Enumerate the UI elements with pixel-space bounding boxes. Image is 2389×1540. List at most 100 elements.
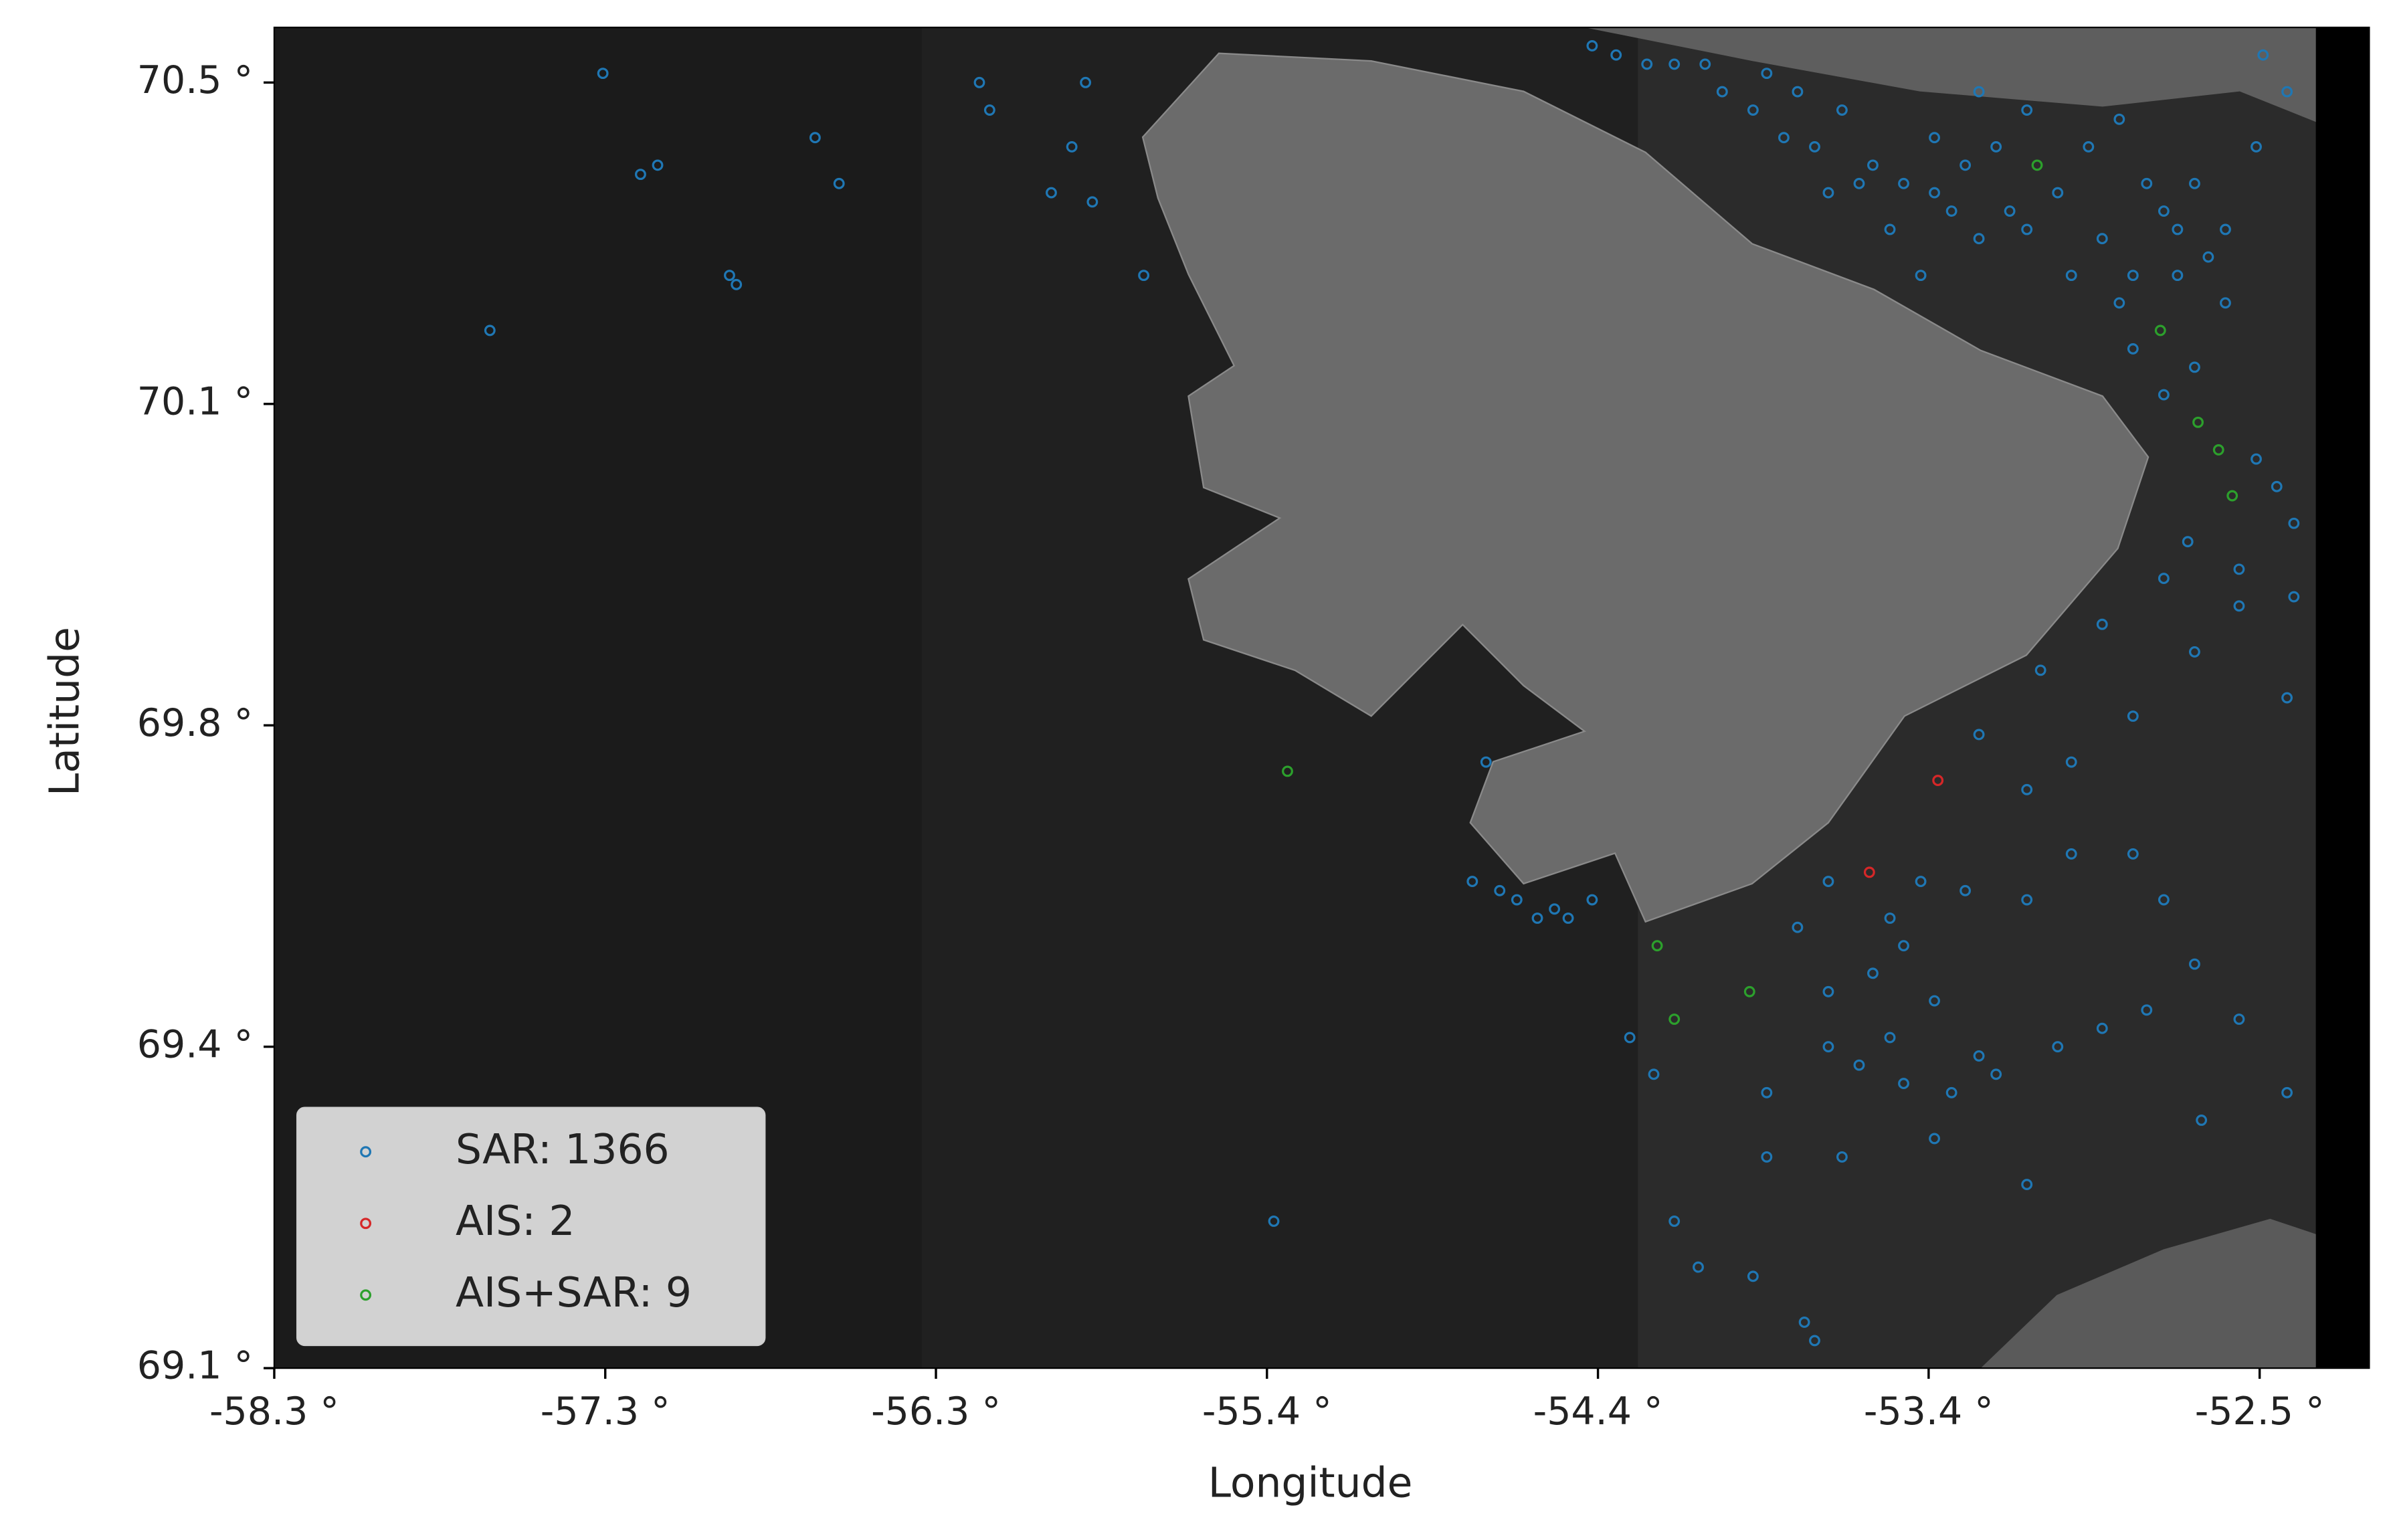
plot-area: [484, 40, 2300, 1347]
point: [1809, 1335, 1820, 1347]
point: [1066, 141, 1078, 153]
point: [1080, 76, 1092, 88]
point: [1531, 912, 1543, 924]
point: [1046, 187, 1057, 199]
point: [1511, 894, 1523, 906]
point: [2113, 113, 2125, 125]
point: [1853, 1059, 1865, 1071]
point: [1641, 58, 1653, 70]
point: [1929, 1133, 1940, 1145]
point: [1761, 1151, 1773, 1163]
land: [1141, 52, 2149, 923]
point: [1699, 58, 1711, 70]
point: [1138, 270, 1150, 282]
point: [2172, 223, 2184, 235]
point: [2226, 490, 2238, 502]
point: [2021, 1179, 2033, 1190]
legend-marker: [360, 1218, 372, 1230]
point: [2127, 343, 2139, 355]
land: [1584, 27, 2316, 122]
point: [1648, 1068, 1660, 1080]
point: [1651, 940, 1663, 952]
point: [1929, 132, 1940, 144]
point: [1973, 729, 1985, 741]
x-tick-label: -55.4 °: [1202, 1389, 1332, 1434]
point: [2154, 324, 2166, 336]
point: [1990, 1068, 2002, 1080]
point: [1915, 876, 1927, 888]
point: [597, 68, 609, 80]
x-tick-label: -57.3 °: [541, 1389, 670, 1434]
legend-box: [296, 1106, 766, 1347]
point: [1549, 903, 1561, 915]
point: [833, 177, 845, 189]
point: [1282, 765, 1293, 777]
point: [2188, 361, 2200, 373]
point: [1884, 912, 1896, 924]
point: [1945, 205, 1957, 217]
point: [1929, 187, 1940, 199]
point: [1898, 940, 1909, 952]
point: [1990, 141, 2002, 153]
point: [1494, 884, 1506, 896]
point: [2188, 958, 2200, 970]
x-axis-label: Longitude: [1208, 1460, 1413, 1507]
y-tick-label: 69.8 °: [137, 701, 253, 745]
y-tick-label: 69.1 °: [137, 1344, 253, 1388]
point: [2196, 1115, 2208, 1126]
point: [1798, 1317, 1810, 1328]
point: [2052, 187, 2064, 199]
y-tick-label: 70.1 °: [137, 379, 253, 423]
point: [1867, 967, 1879, 979]
point: [2096, 618, 2108, 630]
legend-label: AIS+SAR: 9: [456, 1269, 692, 1317]
point: [2220, 297, 2231, 309]
point: [1586, 40, 1598, 52]
point: [1693, 1261, 1704, 1273]
point: [1884, 1032, 1896, 1044]
point: [2021, 783, 2033, 795]
point: [2251, 453, 2262, 465]
point: [2127, 848, 2139, 860]
point: [2052, 1041, 2064, 1053]
point: [2257, 49, 2269, 61]
point: [2188, 177, 2200, 189]
point: [1480, 756, 1492, 768]
y-axis-label: Latitude: [41, 627, 88, 796]
point: [2233, 1014, 2245, 1025]
point: [1973, 233, 1985, 245]
point: [2127, 710, 2139, 722]
point: [1960, 159, 1972, 171]
point: [1792, 921, 1804, 933]
axes-frame: [273, 26, 2370, 1369]
point: [724, 270, 735, 282]
point: [1778, 132, 1790, 144]
point: [2141, 177, 2153, 189]
point: [1898, 1078, 1909, 1090]
point: [2188, 646, 2200, 658]
legend-label: AIS: 2: [456, 1197, 575, 1245]
point: [1743, 985, 1755, 997]
point: [1915, 270, 1927, 282]
point: [2083, 141, 2095, 153]
point: [2288, 517, 2300, 529]
point: [1836, 104, 1848, 116]
point: [1822, 1041, 1834, 1053]
point: [2271, 480, 2283, 492]
point: [1836, 1151, 1848, 1163]
point: [2158, 894, 2170, 906]
point: [2004, 205, 2016, 217]
point: [1945, 1086, 1957, 1098]
point: [2281, 86, 2293, 98]
x-tick-label: -54.4 °: [1533, 1389, 1663, 1434]
point: [1898, 177, 1909, 189]
point: [2096, 1022, 2108, 1034]
y-tick-label: 70.5 °: [137, 58, 253, 102]
y-tick-label: 69.4 °: [137, 1022, 253, 1066]
point: [1747, 1270, 1759, 1282]
point: [2158, 573, 2170, 585]
x-tick-label: -53.4 °: [1864, 1389, 1994, 1434]
point: [1822, 985, 1834, 997]
x-tick-label: -52.5 °: [2195, 1389, 2325, 1434]
